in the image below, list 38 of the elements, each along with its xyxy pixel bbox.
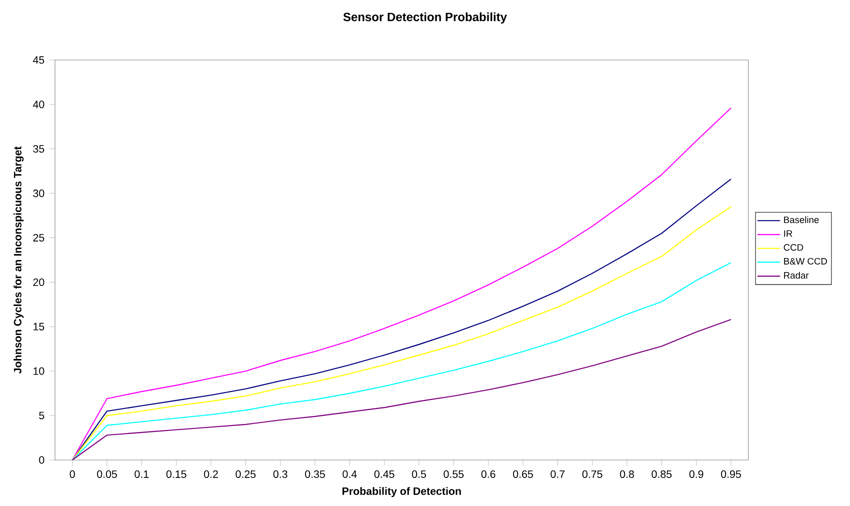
- y-tick-label: 35: [33, 145, 44, 153]
- x-tick-label: 0.2: [204, 470, 218, 478]
- x-tick-label: 0.6: [481, 470, 496, 478]
- y-tick-label: 30: [33, 190, 44, 198]
- x-tick-label: 0.65: [513, 470, 533, 478]
- x-tick-label: 0.1: [134, 470, 149, 478]
- x-tick-label: 0.55: [444, 470, 464, 478]
- y-axis-title: Johnson Cycles for an Inconspicuous Target: [14, 146, 24, 374]
- legend-label: IR: [784, 230, 792, 237]
- chart-title: Sensor Detection Probability: [343, 12, 507, 24]
- x-tick-label: 0.15: [166, 470, 186, 478]
- x-tick-label: 0.8: [620, 470, 634, 478]
- y-tick-label: 40: [32, 100, 44, 108]
- legend-label: Baseline: [784, 216, 819, 224]
- x-tick-label: 0.45: [374, 470, 394, 478]
- y-tick-label: 10: [34, 367, 44, 375]
- x-tick-label: 0.35: [305, 470, 325, 478]
- y-tick-label: 0: [39, 456, 44, 464]
- x-tick-label: 0.95: [721, 470, 741, 478]
- x-tick-label: 0.05: [97, 470, 117, 478]
- legend-label: Radar: [784, 272, 809, 279]
- x-tick-label: 0.25: [236, 470, 256, 478]
- x-tick-label: 0.4: [342, 470, 357, 478]
- y-tick-label: 20: [33, 278, 44, 286]
- y-tick-label: 45: [32, 56, 44, 64]
- x-axis-title: Probability of Detection: [342, 487, 461, 498]
- y-tick-label: 25: [33, 234, 44, 242]
- x-tick-label: 0.3: [273, 470, 288, 478]
- x-tick-label: 0.5: [412, 470, 426, 478]
- x-tick-label: 0.85: [652, 470, 672, 478]
- legend-label: CCD: [784, 244, 804, 251]
- y-tick-label: 15: [34, 322, 44, 330]
- x-tick-label: 0.7: [550, 470, 565, 478]
- y-tick-label: 5: [39, 412, 44, 420]
- x-tick-label: 0: [70, 470, 75, 478]
- x-tick-label: 0.9: [689, 470, 704, 478]
- legend-label: B&W CCD: [784, 258, 827, 265]
- x-tick-label: 0.75: [582, 470, 602, 478]
